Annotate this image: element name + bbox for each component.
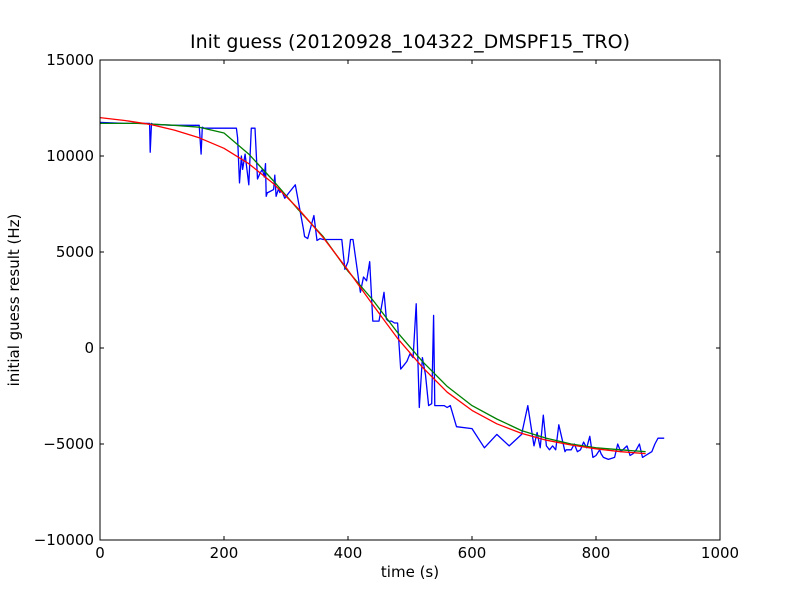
x-tick-label: 400 xyxy=(334,544,363,562)
x-tick-label: 800 xyxy=(582,544,611,562)
plot-frame xyxy=(99,59,721,541)
chart-title: Init guess (20120928_104322_DMSPF15_TRO) xyxy=(190,31,630,53)
y-tick-label: 10000 xyxy=(46,147,94,165)
x-tick-label: 1000 xyxy=(701,544,739,562)
y-tick-label: 5000 xyxy=(56,243,94,261)
x-tick-label: 200 xyxy=(210,544,239,562)
y-tick-label: −10000 xyxy=(34,531,94,549)
x-axis-label: time (s) xyxy=(381,563,439,581)
series-line-2 xyxy=(100,122,646,453)
y-axis-label: initial guess result (Hz) xyxy=(5,214,23,387)
series-line-3 xyxy=(99,116,646,455)
series-layer xyxy=(99,116,665,461)
ticks-layer: 0 200 400 600 800 1000 −10000 −5000 0 5000 10000 15… xyxy=(34,51,739,562)
y-tick-label: −5000 xyxy=(43,435,94,453)
y-tick-label: 0 xyxy=(84,339,94,357)
x-tick-label: 600 xyxy=(458,544,487,562)
x-tick-label: 0 xyxy=(95,544,105,562)
y-tick-label: 15000 xyxy=(46,51,94,69)
